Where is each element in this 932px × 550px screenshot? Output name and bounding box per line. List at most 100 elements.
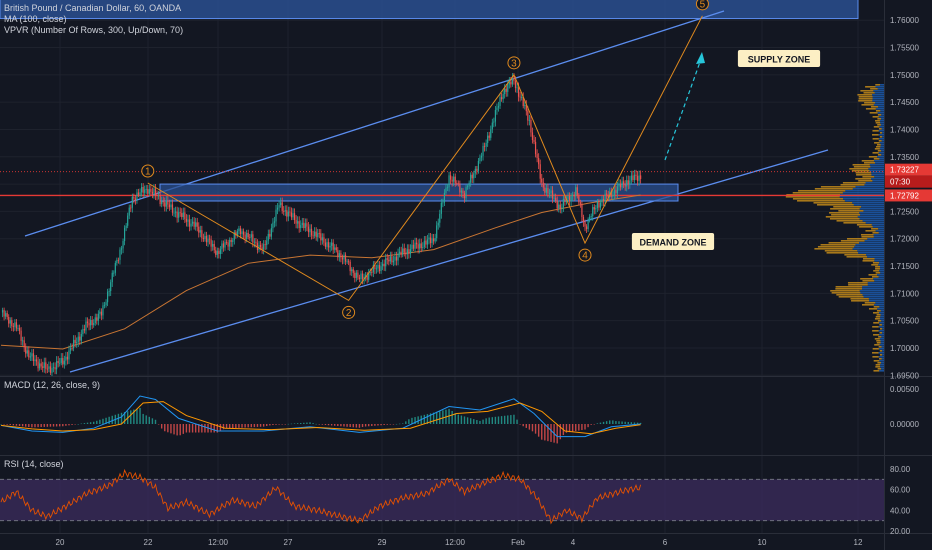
macd-legend[interactable]: MACD (12, 26, close, 9) (4, 380, 101, 390)
wave-marker-3 (507, 56, 521, 70)
candle-body (633, 174, 636, 180)
macd-histogram-bar (609, 420, 611, 424)
macd-histogram-bar (423, 414, 426, 424)
vpvr-bar-down (880, 366, 884, 368)
wave-marker-5 (695, 0, 709, 11)
candle-body (624, 184, 626, 187)
candle-body (133, 196, 135, 199)
macd-histogram-bar (154, 419, 157, 424)
candle-body (173, 212, 175, 214)
candle-body (309, 228, 311, 233)
candle-body (300, 225, 302, 229)
vpvr-bar-down (852, 188, 884, 190)
vpvr-bar-down (879, 306, 884, 308)
vpvr-bar-down (872, 180, 884, 182)
vpvr-bar-up (862, 258, 875, 260)
price-axis[interactable]: 1.69500 1.70000 1.70500 1.71000 1.71500 1.720… (885, 16, 932, 380)
macd-histogram-bar (111, 415, 113, 424)
countdown-tag-bg (885, 175, 932, 188)
candle-body (63, 360, 65, 365)
candle-body (408, 249, 410, 254)
macd-histogram-bar (476, 420, 478, 424)
vpvr-bar-up (861, 104, 874, 106)
macd-histogram-bar (244, 424, 246, 428)
price-tick-label: 1.71500 (890, 262, 919, 271)
rsi-legend[interactable]: RSI (14, close) (4, 459, 64, 469)
demand-zone-label: DEMAND ZONE (640, 238, 707, 248)
supply-zone-box (0, 0, 859, 20)
candle-body (630, 175, 632, 181)
macd-histogram-bar (284, 424, 286, 425)
candle-body (352, 269, 354, 273)
vpvr-bar-up (871, 228, 879, 230)
candle-body (431, 238, 433, 244)
candle-body (181, 213, 183, 218)
candle-body (405, 252, 407, 255)
macd-histogram-bar (327, 424, 330, 426)
vpvr-bar-down (875, 102, 884, 104)
candle-body (108, 291, 110, 292)
vpvr-bar-down (878, 138, 884, 140)
vpvr-bar-down (879, 268, 884, 270)
macd-histogram-bar (547, 424, 549, 442)
macd-histogram-bar (117, 413, 120, 424)
macd-histogram-bar (164, 424, 166, 432)
candle-body (439, 213, 441, 223)
candle-body (377, 265, 379, 269)
macd-histogram-bar (157, 424, 160, 425)
candle-body (534, 141, 537, 155)
vpvr-bar-up (861, 160, 874, 162)
candle-body (522, 97, 524, 107)
vpvr-bar-up (824, 250, 858, 252)
candle-body (54, 367, 56, 370)
macd-histogram-bar (247, 424, 249, 428)
candle-body (20, 330, 22, 341)
rsi-pane[interactable]: 20.00 40.00 60.00 80.00 (0, 465, 911, 536)
price-tick-label: 1.75000 (890, 71, 919, 80)
vpvr-bar-up (876, 342, 881, 344)
macd-histogram-bar (429, 413, 432, 424)
vpvr-bar-up (870, 88, 878, 90)
candle-body (298, 221, 300, 229)
time-tick-label: 12:00 (445, 538, 466, 547)
channel-upper-line (24, 10, 725, 237)
candle-body (581, 203, 583, 217)
vpvr-bar-down (871, 224, 884, 226)
candle-body (161, 201, 163, 205)
candle-body (195, 222, 197, 227)
vpvr-bar-down (878, 330, 884, 332)
vpvr-bar-down (857, 216, 884, 218)
symbol-title[interactable]: British Pound / Canadian Dollar, 60, OAN… (4, 3, 182, 13)
vpvr-indicator-legend[interactable]: VPVR (Number Of Rows, 300, Up/Down, 70) (4, 25, 184, 35)
candle-body (568, 195, 571, 202)
price-pane[interactable]: 1 2 3 4 5 SUPPLY ZONE DEMAND ZONE (0, 0, 884, 533)
candle-body (188, 219, 191, 227)
candle-body (445, 187, 447, 193)
candle-body (618, 183, 620, 187)
candle-body (136, 192, 138, 201)
vpvr-bar-down (881, 358, 884, 360)
candle-body (508, 81, 510, 85)
wave-label-4: 4 (582, 251, 588, 262)
macd-histogram-bar (454, 413, 456, 424)
candle-body (399, 251, 401, 254)
macd-histogram-bar (578, 424, 580, 431)
macd-histogram-bar (525, 424, 527, 428)
ma-indicator-legend[interactable]: MA (100, close) (4, 14, 67, 24)
vpvr-bar-up (873, 312, 880, 314)
last-price-tag-bg (885, 163, 932, 176)
vpvr-bar-down (858, 252, 884, 254)
macd-histogram-bar (188, 424, 191, 433)
candle-body (632, 175, 634, 180)
vpvr-bar-down (867, 238, 884, 240)
candle-body (119, 249, 121, 260)
candle-body (601, 198, 603, 203)
macd-histogram-bar (102, 418, 104, 424)
time-axis[interactable]: 20 22 12:00 27 29 12:00 Feb 4 6 10 12 (56, 538, 863, 547)
vpvr-bar-up (838, 296, 864, 298)
macd-pane[interactable]: 0.00000 0.00500 (0, 385, 919, 444)
macd-histogram-bar (516, 419, 518, 424)
macd-histogram-bar (519, 424, 521, 425)
candle-body (446, 187, 449, 189)
